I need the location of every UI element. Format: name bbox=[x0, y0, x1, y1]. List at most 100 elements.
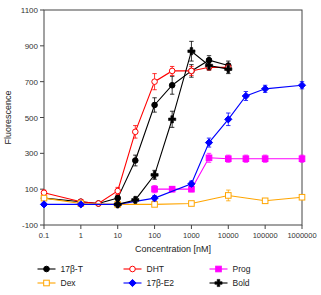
point bbox=[152, 102, 158, 108]
x-tick bbox=[191, 225, 192, 229]
series bbox=[41, 190, 305, 207]
y-tick-label: 1100 bbox=[21, 6, 39, 15]
point bbox=[298, 82, 305, 89]
legend-marker bbox=[130, 266, 136, 272]
legend-item: 17β-T bbox=[38, 264, 83, 274]
point bbox=[225, 66, 232, 73]
x-tick-label: 1000 bbox=[183, 231, 200, 240]
legend-item: 17β-E2 bbox=[124, 278, 175, 288]
legend-marker bbox=[216, 266, 222, 272]
axes: -100 100 300 500 700 900 1100 0.1 1 10 100 1000 1000… bbox=[21, 6, 317, 240]
y-tick-label: 900 bbox=[25, 42, 39, 51]
point bbox=[189, 68, 195, 74]
point bbox=[189, 68, 195, 74]
y-tick bbox=[40, 225, 44, 226]
point bbox=[152, 79, 158, 85]
point bbox=[132, 158, 138, 164]
error-bar bbox=[133, 155, 137, 166]
error-bar bbox=[263, 199, 267, 203]
legend-item: DHT bbox=[124, 264, 164, 274]
y-tick-label: 100 bbox=[25, 185, 39, 194]
point bbox=[41, 195, 47, 201]
y-tick-label: 700 bbox=[25, 78, 39, 87]
error-bar bbox=[300, 195, 304, 199]
x-tick bbox=[117, 225, 118, 229]
point bbox=[41, 190, 47, 196]
legend-item: Prog bbox=[210, 264, 251, 274]
x-tick-label: 10 bbox=[114, 231, 122, 240]
error-bar bbox=[263, 155, 267, 162]
point bbox=[262, 198, 268, 204]
error-bar bbox=[226, 155, 230, 162]
series-line bbox=[44, 85, 302, 204]
x-tick bbox=[265, 225, 266, 229]
point bbox=[299, 194, 305, 200]
point bbox=[151, 195, 158, 202]
x-tick-label: 100 bbox=[148, 231, 161, 240]
legend-label: DHT bbox=[147, 264, 164, 274]
legend-label: 17β-E2 bbox=[147, 278, 175, 288]
series-line bbox=[44, 67, 228, 203]
y-tick bbox=[40, 153, 44, 154]
error-bar bbox=[244, 155, 248, 162]
x-tick bbox=[228, 225, 229, 229]
legend: 17β-TDHTProgDex17β-E2Bold bbox=[38, 264, 251, 288]
x-tick-label: 1 bbox=[79, 231, 83, 240]
point bbox=[152, 202, 158, 208]
series bbox=[41, 65, 231, 207]
series bbox=[40, 82, 305, 208]
y-tick-label: 500 bbox=[25, 114, 39, 123]
error-bar bbox=[116, 187, 120, 194]
point bbox=[115, 202, 121, 208]
point bbox=[243, 156, 249, 162]
y-tick-label: -100 bbox=[22, 221, 39, 230]
x-axis-label: Concentration [nM] bbox=[135, 244, 211, 254]
point bbox=[40, 201, 47, 208]
point bbox=[77, 201, 84, 208]
y-tick-label: 300 bbox=[25, 149, 39, 158]
x-tick-label: 10000 bbox=[218, 231, 239, 240]
y-tick bbox=[40, 10, 44, 11]
point bbox=[169, 116, 176, 123]
x-tick bbox=[302, 225, 303, 229]
error-bar bbox=[300, 155, 304, 162]
y-axis-label: Fluorescence bbox=[3, 90, 13, 144]
point bbox=[206, 155, 212, 161]
error-bar bbox=[116, 195, 120, 200]
point bbox=[262, 156, 268, 162]
legend-marker bbox=[44, 266, 50, 272]
error-bar bbox=[170, 66, 174, 75]
error-bar bbox=[189, 66, 193, 75]
point bbox=[205, 139, 212, 146]
series bbox=[152, 153, 305, 192]
error-bar bbox=[226, 190, 230, 201]
legend-label: Dex bbox=[61, 278, 77, 288]
x-tick-label: 0.1 bbox=[39, 231, 49, 240]
point bbox=[41, 195, 47, 201]
legend-item: Dex bbox=[38, 278, 77, 288]
x-tick bbox=[80, 225, 81, 229]
legend-marker bbox=[44, 280, 50, 286]
y-tick bbox=[40, 81, 44, 82]
point bbox=[225, 193, 231, 199]
point bbox=[242, 92, 249, 99]
error-bar bbox=[42, 190, 46, 195]
plot-frame bbox=[44, 10, 302, 225]
error-bar bbox=[152, 74, 156, 90]
error-bar bbox=[152, 186, 156, 193]
error-bar bbox=[152, 98, 156, 112]
legend-label: Prog bbox=[233, 264, 251, 274]
chart: -100 100 300 500 700 900 1100 0.1 1 10 100 1000 1000… bbox=[0, 0, 321, 295]
point bbox=[225, 156, 231, 162]
point bbox=[151, 171, 158, 178]
legend-marker bbox=[215, 279, 222, 286]
x-tick-label: 100000 bbox=[253, 231, 278, 240]
point bbox=[132, 196, 139, 203]
plot-data bbox=[40, 41, 305, 208]
x-tick-label: 1000000 bbox=[287, 231, 316, 240]
error-bar bbox=[170, 76, 174, 94]
series bbox=[114, 41, 232, 208]
error-bar bbox=[189, 65, 193, 78]
point bbox=[132, 129, 138, 135]
point bbox=[169, 68, 175, 74]
